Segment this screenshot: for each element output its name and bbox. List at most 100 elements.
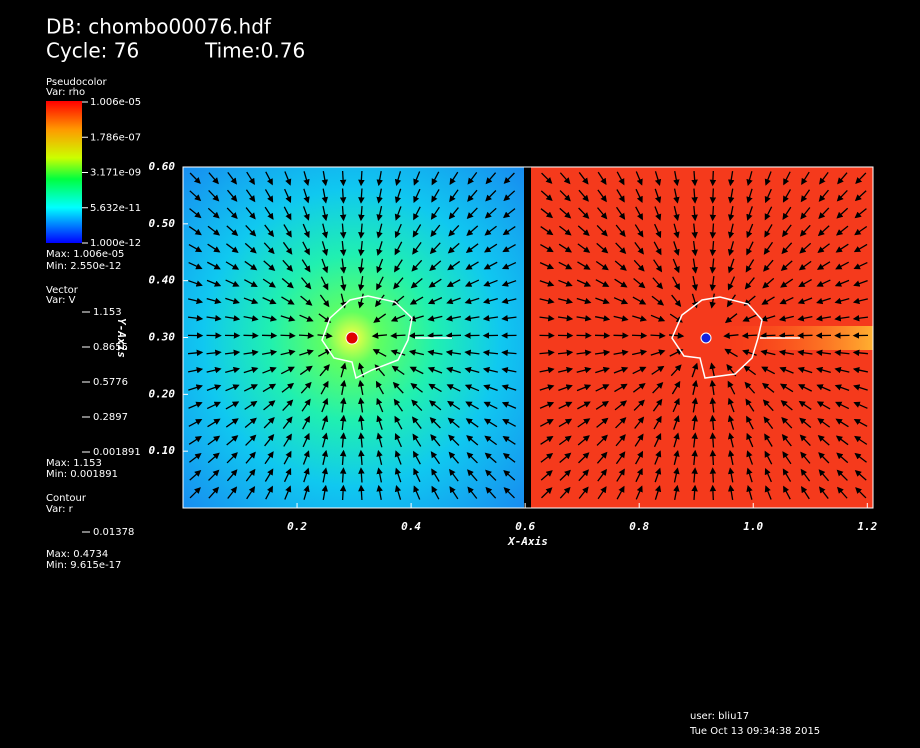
contours — [321, 295, 800, 380]
vector-arrow — [578, 452, 590, 464]
vector-arrow — [633, 383, 646, 393]
vector-arrow — [798, 279, 812, 288]
vector-arrow — [540, 208, 554, 219]
vector-arrow — [280, 332, 296, 339]
vector-arrow — [483, 401, 498, 410]
vector-arrow — [596, 417, 609, 428]
vector-arrow — [358, 205, 365, 222]
vector-arrow — [836, 469, 848, 481]
vector-arrow — [853, 243, 868, 253]
vector-arrow — [834, 366, 850, 374]
vector-arrow — [654, 450, 662, 465]
vector-arrow — [427, 315, 443, 322]
vector-arrow — [339, 467, 347, 483]
vector-arrow — [836, 207, 849, 219]
vector-arrow — [634, 416, 645, 429]
vector-arrow — [709, 432, 717, 448]
time: Time:0.76 — [204, 39, 305, 63]
vector-arrow — [635, 188, 643, 204]
vector-arrow — [691, 379, 699, 395]
vector-arrow — [613, 315, 629, 322]
vector-arrow — [746, 415, 754, 430]
vector-arrow — [852, 366, 868, 374]
vector-arrow — [691, 170, 698, 187]
vector-arrow — [558, 401, 573, 410]
vector-arrow — [818, 189, 829, 202]
vector-arrow — [741, 332, 758, 339]
vector-arrow — [484, 225, 497, 236]
vector-arrow — [394, 223, 402, 239]
marker — [700, 332, 712, 344]
vector-arrow — [762, 277, 775, 289]
vector-arrow — [411, 416, 422, 429]
vector-arrow — [742, 349, 757, 356]
vector-arrow — [263, 400, 276, 411]
vector-arrow — [482, 297, 498, 305]
vector-arrow — [394, 485, 402, 500]
vector-arrow — [632, 349, 648, 356]
vector-arrow — [709, 293, 716, 309]
vector-arrow — [390, 349, 406, 356]
vector-arrow — [302, 432, 310, 448]
vector-arrow — [559, 469, 571, 481]
vector-arrow — [428, 278, 442, 288]
vector-arrow — [578, 172, 589, 185]
vector-arrow — [262, 383, 277, 393]
vector-arrow — [262, 278, 276, 288]
vector-arrow — [558, 297, 574, 305]
vector-arrow — [653, 432, 662, 448]
vector-arrow — [557, 349, 574, 357]
vector-arrow — [782, 224, 792, 238]
vector-arrow — [207, 418, 221, 428]
vector-arrow — [376, 276, 384, 291]
vector-arrow — [340, 275, 347, 292]
vector-arrow — [449, 468, 459, 482]
vector-arrow — [780, 260, 793, 272]
vector-arrow — [595, 400, 609, 410]
vector-arrow — [413, 188, 421, 204]
vector-arrow — [817, 243, 830, 254]
vector-arrow — [464, 366, 480, 374]
vector-arrow — [427, 297, 443, 305]
legend-label: 0.01378 — [93, 527, 134, 538]
vector-arrow — [762, 382, 775, 393]
vector-arrow — [502, 452, 516, 463]
vector-arrow — [281, 277, 294, 289]
vector-arrow — [558, 366, 574, 374]
vector-arrow — [818, 469, 830, 482]
vector-arrow — [764, 467, 772, 483]
vector-arrow — [781, 433, 792, 447]
vector-arrow — [245, 189, 256, 203]
vector-arrow — [652, 382, 664, 394]
vector-arrow — [780, 278, 794, 288]
vector-arrow — [408, 332, 425, 339]
vector-arrow — [302, 241, 310, 256]
vector-arrow — [300, 381, 312, 394]
vector-arrow — [616, 189, 625, 203]
vector-arrow — [302, 206, 310, 221]
vector-arrow — [447, 242, 460, 254]
vector-arrow — [724, 348, 738, 358]
vector-arrow — [357, 293, 365, 309]
vector-arrow — [673, 241, 680, 256]
vector-arrow — [763, 259, 774, 272]
vector-arrow — [207, 207, 220, 219]
vector-arrow — [634, 241, 644, 255]
vector-arrow — [558, 261, 573, 270]
vector-arrow — [651, 365, 665, 375]
vector-arrow — [264, 434, 275, 447]
vector-arrow — [466, 435, 479, 446]
vector-arrow — [727, 206, 735, 222]
vector-arrow — [798, 260, 812, 271]
vector-arrow — [817, 225, 830, 237]
vector-arrow — [301, 259, 311, 273]
y-tick-label: 0.60 — [149, 160, 176, 173]
vector-arrow — [376, 484, 383, 501]
vector-arrow — [635, 171, 643, 186]
vector-arrow — [225, 297, 240, 305]
legend-label: 1.786e-07 — [90, 132, 141, 143]
vector-arrow — [413, 485, 421, 500]
vector-arrow — [301, 398, 311, 412]
vector-arrow — [281, 296, 295, 305]
vector-arrow — [339, 258, 347, 274]
